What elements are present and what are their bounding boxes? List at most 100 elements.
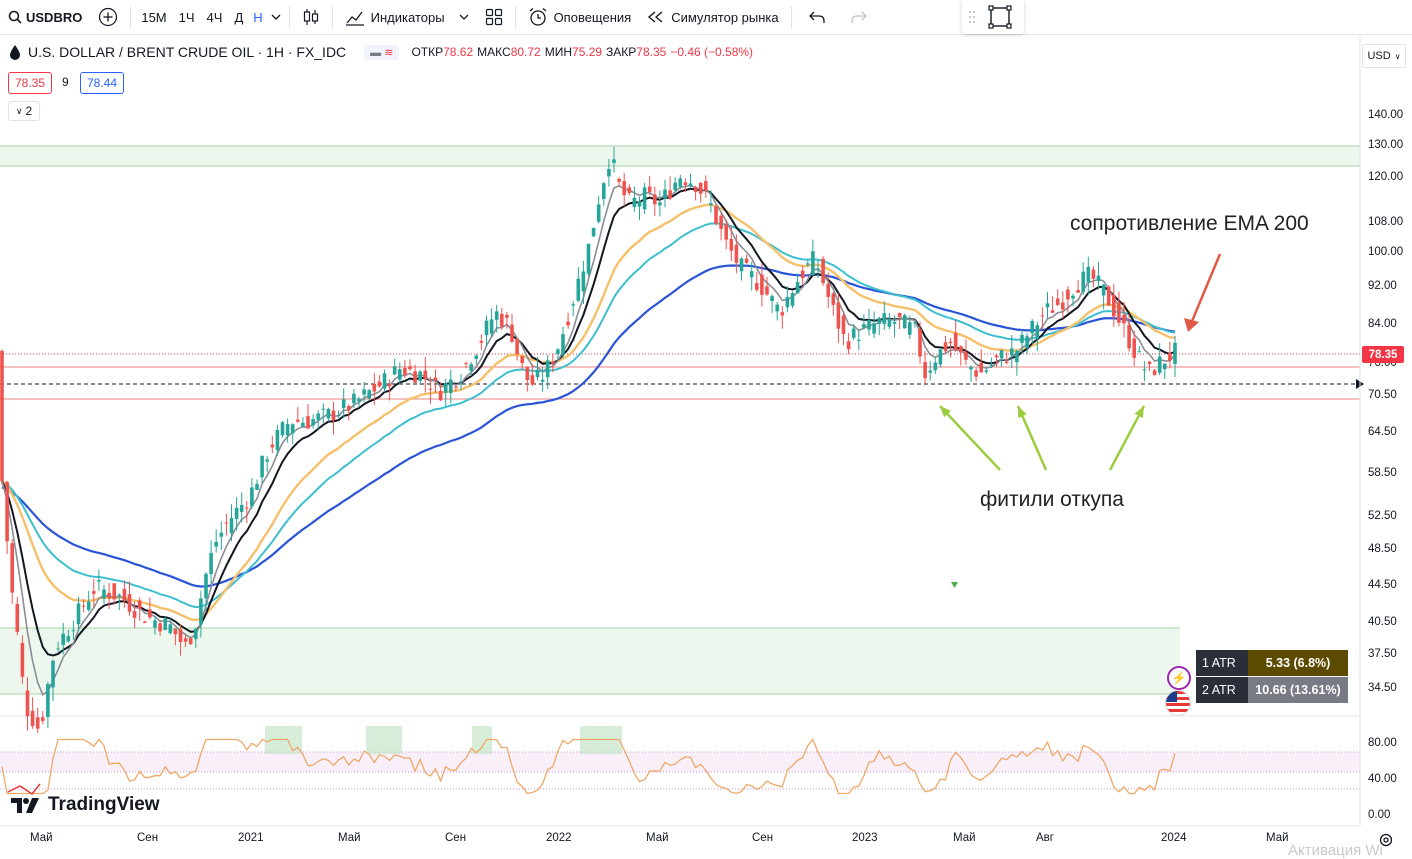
candle-body [647,186,652,192]
interval-week[interactable]: Н [249,0,266,34]
candle-body [204,573,208,599]
candle-body [250,487,254,507]
candle-body [586,243,591,274]
candle [1086,256,1091,296]
candle-body [408,366,412,370]
open-value: 78.62 [443,45,474,59]
price-tick-label: 120.00 [1368,171,1404,183]
candle-body [1015,350,1019,363]
osc-overbought-zone [472,726,492,754]
interval-1h[interactable]: 1Ч [173,0,201,34]
interval-day[interactable]: Д [228,0,249,34]
candle [326,407,331,422]
candle [306,404,310,429]
add-symbol-button[interactable] [90,0,126,34]
fullscreen-icon[interactable] [988,5,1012,29]
candle [765,276,769,296]
candle [780,306,785,329]
chevron-down-icon [271,14,281,20]
candle [953,320,958,352]
candle [530,364,535,386]
candle-body [367,390,371,399]
candle [433,369,438,394]
buy-price-box[interactable]: 78.44 [80,72,125,94]
resistance-arrowhead [1184,318,1199,332]
candle [153,616,157,635]
candle-body [1035,325,1040,339]
candle-body [520,356,524,364]
candle-body [749,271,754,278]
candle-body [464,362,468,364]
redo-button[interactable] [838,0,880,34]
candle [1152,368,1157,376]
replay-button[interactable]: Симулятор рынка [639,0,786,34]
candle [673,177,677,193]
candle [923,351,927,386]
drag-handle-icon[interactable] [968,9,976,25]
templates-button[interactable] [477,0,511,34]
candle-body [454,386,458,388]
interval-4h[interactable]: 4Ч [201,0,229,34]
candle-body [35,717,40,729]
candle [443,378,448,407]
candle [1071,293,1075,306]
chevron-down-icon: ∨ [15,105,23,116]
candle [260,455,264,483]
candle [403,359,407,379]
candle-body [479,340,484,343]
candle [1035,321,1040,352]
candle [795,273,800,294]
candle [438,382,443,402]
candle [520,355,524,371]
time-axis[interactable]: Май Сен 2021 Май Сен 2022 Май Сен 2023 Май Авг 2024… [0,828,1360,852]
candle [1132,330,1136,366]
candle [729,226,734,262]
candle-body [1163,363,1167,370]
candle-body [194,628,198,640]
interval-15m[interactable]: 15М [135,0,172,34]
atr-value: 10.66 (13.61%) [1248,677,1348,703]
candle-body [709,203,713,205]
ask-value: 78.44 [87,76,118,90]
candle-body [831,293,836,305]
alerts-button[interactable]: Оповещения [520,0,640,34]
candle [194,628,198,648]
candle [862,314,866,330]
interval-dropdown[interactable] [267,0,285,34]
candle [479,334,484,351]
chart-type-button[interactable] [294,0,328,34]
tradingview-logo[interactable]: TradingView [10,794,160,816]
candle [948,337,953,358]
candle [117,593,122,611]
candle [642,182,647,214]
resistance-arrow [1188,253,1222,327]
candle [846,332,851,355]
symbol-search[interactable]: USDBRO [0,0,90,34]
candle-body [1173,342,1177,364]
price-tick-label: 140.00 [1368,109,1404,121]
candle [790,291,795,309]
price-tick-label: 92.00 [1368,280,1397,292]
undo-button[interactable] [796,0,838,34]
candle-body [163,618,167,630]
candle-body [724,224,728,240]
candle-body [173,628,178,635]
currency-select[interactable]: USD ∨ [1362,44,1406,68]
candle-body [734,244,739,263]
close-value: 78.35 [636,45,667,59]
legend-collapse-button[interactable]: ∨ 2 [8,101,40,121]
us-flag-icon[interactable] [1165,690,1191,716]
indicators-button[interactable]: Индикаторы [337,0,477,34]
candle [56,641,60,653]
lightning-icon[interactable]: ⚡ [1167,666,1191,690]
sell-price-box[interactable]: 78.35 [8,72,53,94]
candle [428,376,433,404]
candle [739,257,744,281]
candle-body [449,379,453,394]
wick-arrow [1016,405,1048,471]
market-status-badge[interactable]: ▬ ≋ [364,44,400,60]
candle [265,456,269,473]
candle-body [372,383,377,392]
settings-gear-icon[interactable] [1378,832,1394,848]
